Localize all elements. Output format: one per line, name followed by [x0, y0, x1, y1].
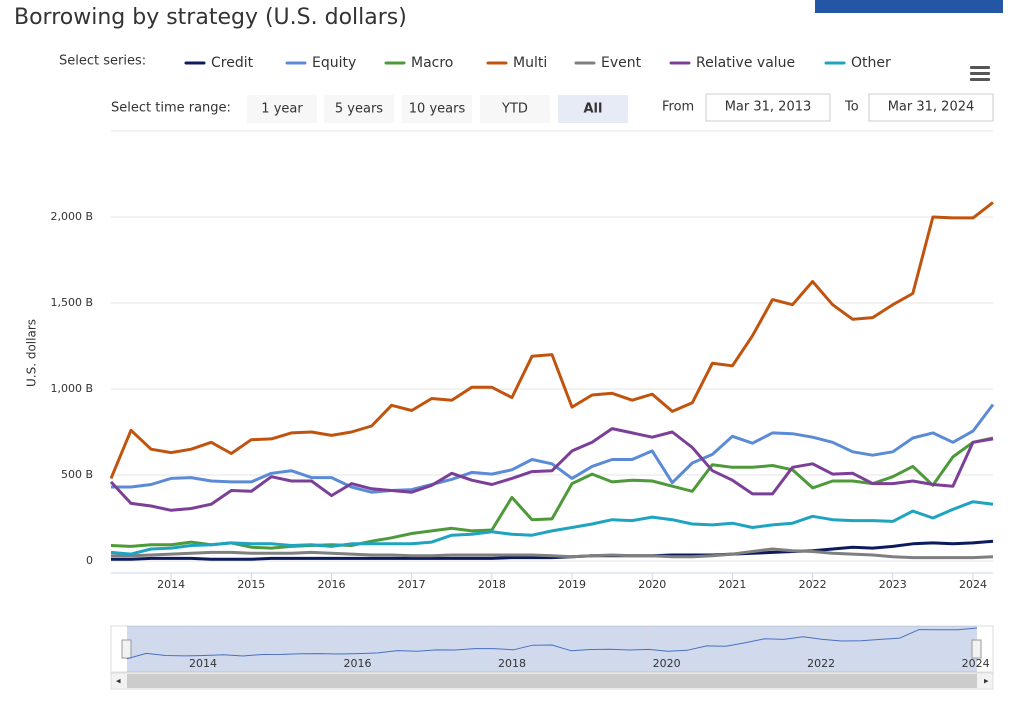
y-tick-label: 2,000 B — [50, 210, 93, 223]
range-button[interactable] — [247, 95, 317, 123]
y-tick-label: 0 — [86, 554, 93, 567]
navigator-handle[interactable] — [971, 639, 982, 659]
to-input[interactable] — [868, 93, 994, 122]
range-button[interactable] — [324, 95, 394, 123]
range-button[interactable] — [480, 95, 550, 123]
range-button[interactable] — [558, 95, 628, 123]
top-button[interactable] — [815, 0, 1003, 13]
legend-label[interactable]: Other — [851, 55, 891, 71]
range-button-label: YTD — [501, 102, 528, 117]
from-date: Mar 31, 2013 — [725, 100, 812, 115]
series-line — [111, 539, 994, 561]
range-label: Select time range: — [111, 101, 231, 116]
legend-label[interactable]: Multi — [513, 55, 547, 71]
series-line — [111, 547, 994, 560]
navigator-mask[interactable] — [127, 626, 977, 672]
from-input[interactable] — [705, 93, 831, 122]
y-axis-label: U.S. dollars — [25, 319, 39, 387]
navigator-line — [126, 627, 978, 660]
y-tick-label: 1,000 B — [50, 382, 93, 395]
to-label: To — [844, 100, 859, 115]
range-button-label: All — [584, 102, 603, 117]
navigator-tick-label: 2020 — [653, 657, 681, 670]
navigator-tick-label: 2014 — [189, 657, 217, 670]
y-tick-label: 1,500 B — [50, 296, 93, 309]
x-tick-label: 2023 — [879, 578, 907, 591]
series-line — [110, 500, 994, 556]
legend-label[interactable]: Macro — [411, 55, 453, 71]
x-tick-label: 2017 — [398, 578, 426, 591]
range-button-label: 1 year — [261, 102, 303, 117]
chart-title: Borrowing by strategy (U.S. dollars) — [14, 5, 407, 30]
range-button-label: 10 years — [409, 102, 466, 117]
x-tick-label: 2015 — [237, 578, 265, 591]
x-tick-label: 2014 — [157, 578, 185, 591]
series-line — [109, 427, 994, 512]
to-date: Mar 31, 2024 — [888, 100, 975, 115]
range-button[interactable] — [402, 95, 472, 123]
navigator-tick-label: 2016 — [344, 657, 372, 670]
menu-icon[interactable] — [970, 66, 990, 81]
scroll-right[interactable]: ▸ — [984, 677, 989, 687]
x-tick-label: 2019 — [558, 578, 586, 591]
navigator-tick-label: 2024 — [962, 657, 990, 670]
series-line — [111, 403, 995, 494]
series-line — [109, 201, 994, 479]
range-button-label: 5 years — [335, 102, 383, 117]
scrollbar-thumb[interactable] — [127, 674, 977, 688]
scroll-left[interactable]: ◂ — [116, 677, 121, 687]
navigator-handle[interactable] — [121, 639, 132, 659]
legend-label[interactable]: Equity — [312, 55, 356, 71]
from-label: From — [662, 100, 694, 115]
x-tick-label: 2016 — [318, 578, 346, 591]
x-tick-label: 2018 — [478, 578, 506, 591]
navigator-tick-label: 2022 — [807, 657, 835, 670]
navigator-tick-label: 2018 — [498, 657, 526, 670]
series-line — [110, 436, 994, 550]
legend-label[interactable]: Credit — [211, 55, 254, 71]
legend-label[interactable]: Relative value — [696, 55, 795, 71]
series-label: Select series: — [59, 54, 146, 69]
legend-label[interactable]: Event — [601, 55, 642, 71]
x-tick-label: 2021 — [718, 578, 746, 591]
x-tick-label: 2022 — [799, 578, 827, 591]
y-tick-label: 500 B — [61, 468, 93, 481]
x-tick-label: 2020 — [638, 578, 666, 591]
navigator — [110, 625, 994, 673]
x-tick-label: 2024 — [959, 578, 987, 591]
